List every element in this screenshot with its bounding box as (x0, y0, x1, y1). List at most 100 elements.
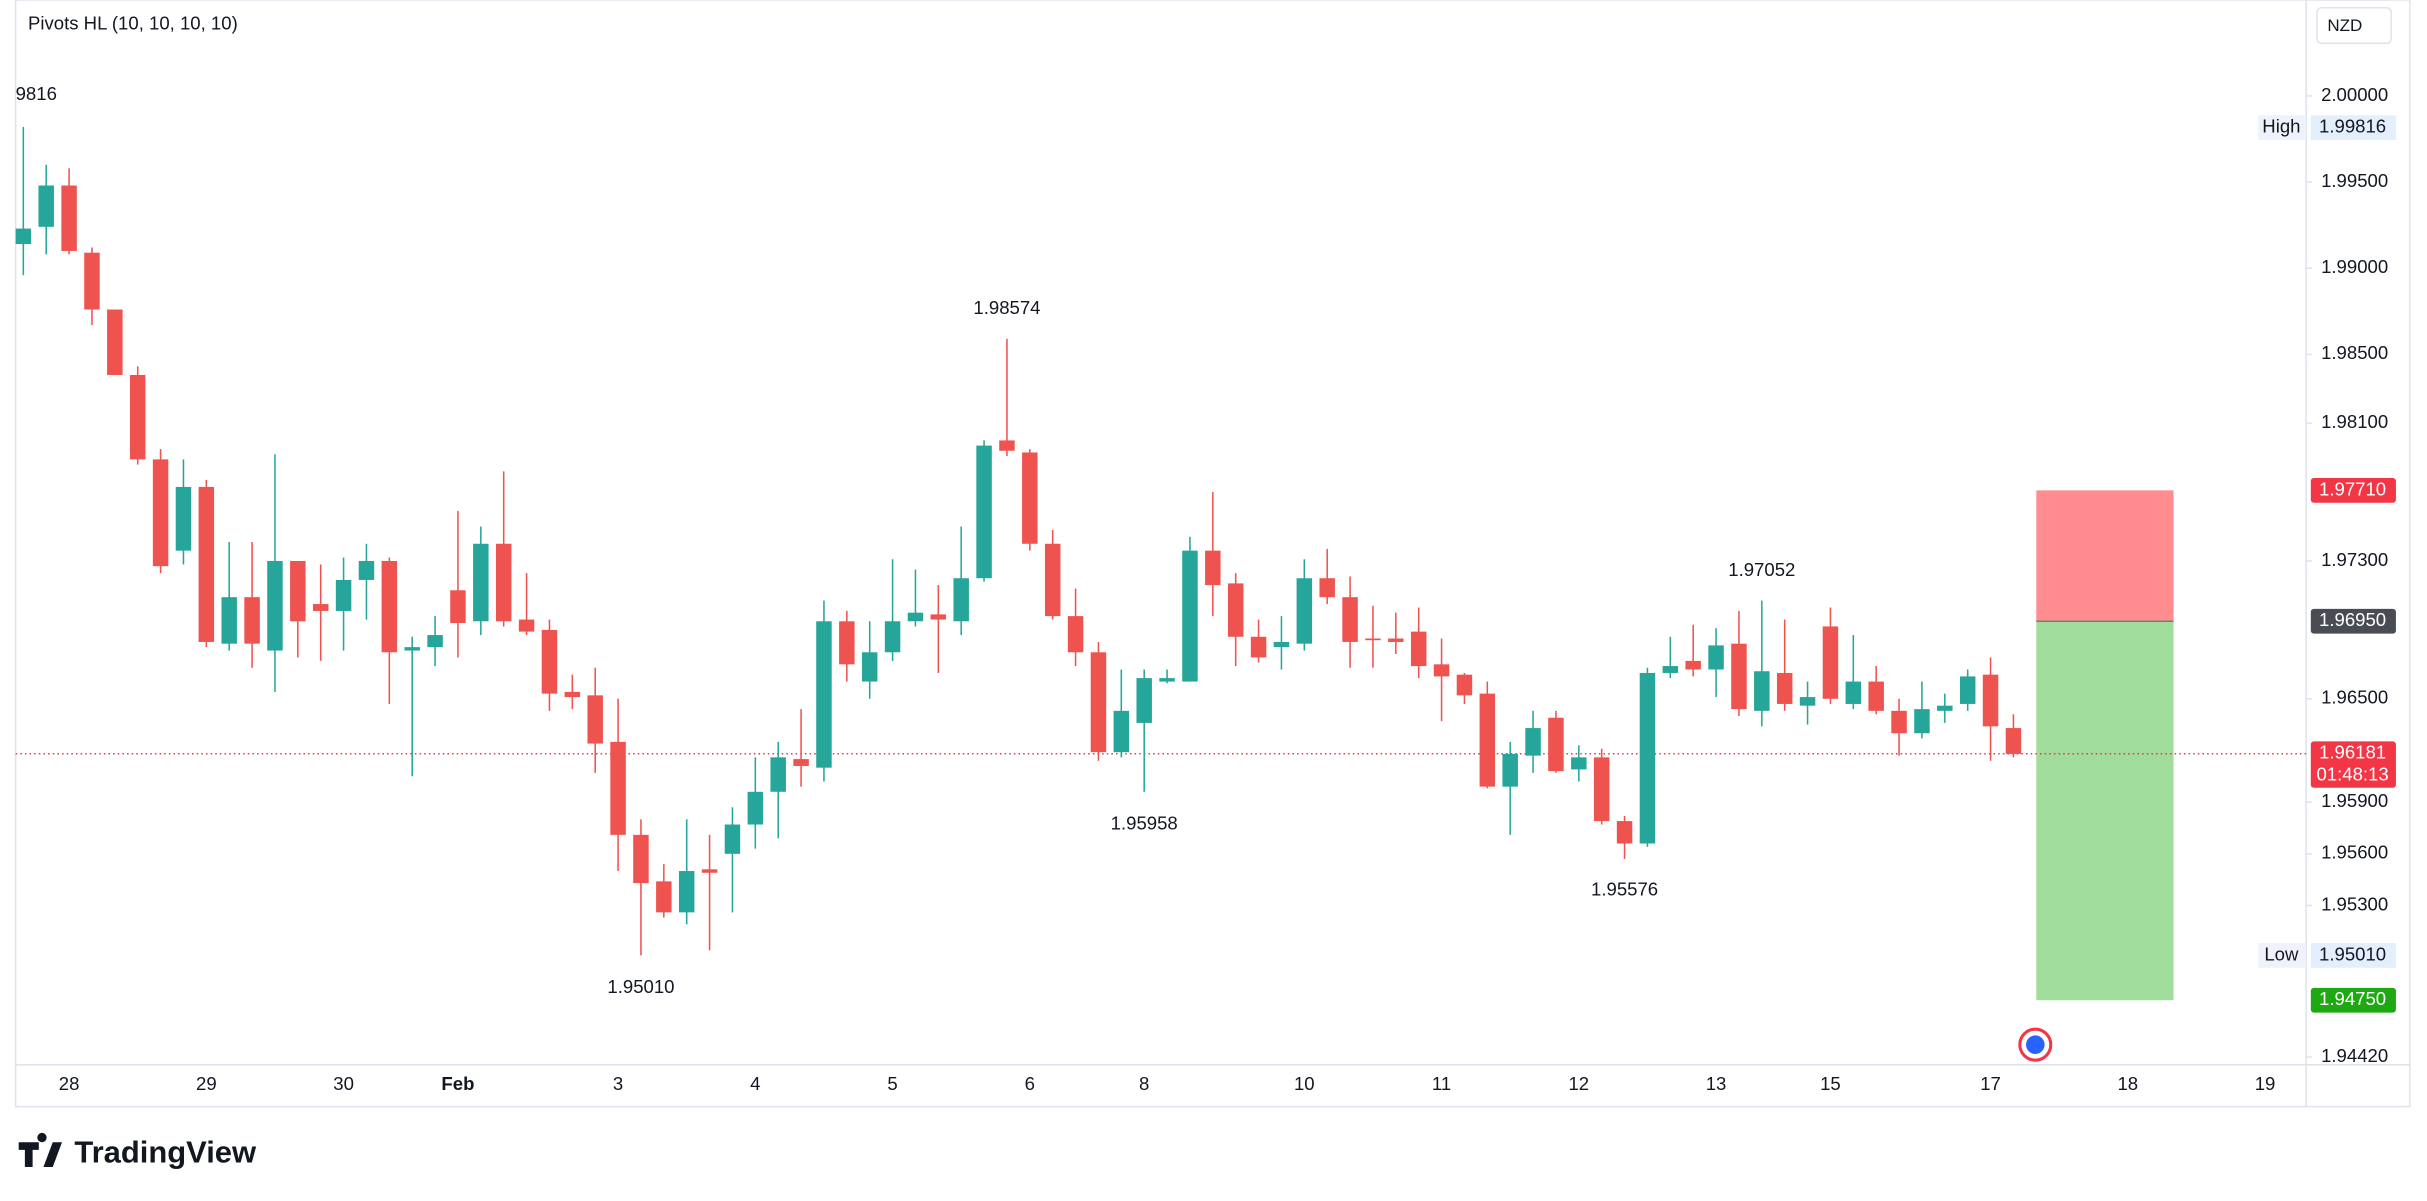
y-tick-label: 1.98500 (2321, 342, 2388, 363)
candle-body (1914, 709, 1930, 734)
candle-body (312, 604, 329, 611)
candle-body (678, 871, 695, 913)
candle-body (2005, 728, 2022, 754)
candle-body (1593, 757, 1610, 822)
candle-body (1205, 550, 1221, 586)
candle-body (244, 597, 260, 644)
countdown: 01:48:13 (2316, 763, 2388, 784)
entry-price-tag: 1.96950 (2319, 609, 2386, 630)
high-value-bg (2310, 115, 2396, 141)
candle-body (1685, 660, 1701, 670)
candle-body (1937, 705, 1953, 711)
axes: 28 29 30 Feb 3 4 5 6 8 10 11 12 13 15 17 18 19 2.00000 1.9… (59, 84, 2396, 1094)
candle-body (1227, 583, 1244, 637)
candle-body (1662, 666, 1679, 673)
y-tick-label: 1.99000 (2321, 256, 2388, 277)
low-value: 1.95010 (2319, 943, 2386, 964)
candle-body (1182, 550, 1198, 682)
x-tick-label: 8 (1139, 1073, 1149, 1094)
candle-body (1159, 678, 1175, 682)
candle-body (1776, 672, 1793, 704)
candle-body (129, 374, 146, 460)
candle-body (907, 612, 924, 622)
candle-body (1959, 676, 1976, 704)
candle-body (198, 486, 215, 642)
candle-body (633, 834, 649, 884)
logo-mark[interactable] (18, 1132, 63, 1167)
x-tick-label: 3 (613, 1073, 623, 1094)
candle-body (358, 560, 375, 580)
last-price-tag: 1.96181 (2319, 742, 2386, 763)
candle-body (976, 445, 992, 579)
candle-body (1433, 664, 1450, 677)
profit-zone (2036, 621, 2174, 1001)
loss-zone (2036, 490, 2174, 622)
high-value: 1.99816 (2319, 116, 2386, 137)
candle-body (1456, 674, 1473, 696)
pivot-label: 1.95010 (607, 976, 674, 997)
x-tick-label: 11 (1432, 1073, 1451, 1094)
plot-area: 1.99816 1.98574 1.95010 1.95958 1.97052 1.955… (15, 83, 2307, 1001)
x-tick-label: 19 (2255, 1073, 2276, 1094)
y-tick-label: 1.97300 (2321, 549, 2388, 570)
x-tick-label: 30 (333, 1073, 354, 1094)
candle-body (839, 621, 855, 665)
candle-body (152, 459, 169, 567)
low-name: Low (2264, 943, 2299, 964)
candle-body (175, 486, 192, 551)
candle-body (450, 590, 466, 624)
candle-body (1822, 626, 1839, 699)
candle-body (1502, 753, 1518, 787)
candle-body (1639, 672, 1656, 844)
event-dot[interactable] (2026, 1035, 2045, 1054)
candle-body (404, 647, 420, 651)
candle-body (1296, 578, 1313, 644)
x-tick-label: 10 (1294, 1073, 1315, 1094)
candle-body (1250, 636, 1267, 658)
candle-body (107, 309, 123, 375)
candle-body (793, 759, 809, 766)
candle-body (518, 619, 535, 632)
candle-body (656, 881, 672, 913)
entry-price-tag-bg (2310, 608, 2396, 634)
candle-body (1044, 543, 1061, 617)
candle-body (747, 791, 764, 825)
candle-body (564, 691, 581, 698)
stop-price-tag-bg (2310, 477, 2396, 503)
candle-body (1616, 821, 1633, 844)
brand-name[interactable]: TradingView (74, 1135, 257, 1170)
pivot-label: 1.97052 (1728, 559, 1795, 580)
candle-body (1708, 645, 1724, 670)
candle-body (1388, 638, 1404, 642)
x-tick-label: 29 (196, 1073, 217, 1094)
candle-body (1525, 728, 1541, 756)
candle-body (335, 579, 352, 611)
candle-body (427, 635, 443, 648)
currency-label[interactable]: NZD (2327, 16, 2362, 35)
candle-body (816, 621, 832, 768)
pivot-label: 1.95958 (1111, 813, 1178, 834)
candle-body (770, 757, 786, 792)
low-name-bg (2258, 943, 2307, 968)
candle-body (1136, 678, 1152, 723)
x-tick-label: 18 (2117, 1073, 2138, 1094)
x-tick-label: 13 (1706, 1073, 1727, 1094)
candle-body (84, 252, 100, 310)
brand-logo[interactable]: TradingView (18, 1132, 257, 1170)
candle-body (495, 543, 512, 622)
y-tick-label: 1.94420 (2321, 1045, 2388, 1066)
y-tick-label: 2.00000 (2321, 84, 2388, 105)
currency-box[interactable] (2316, 6, 2393, 45)
candle-body (1342, 597, 1358, 642)
x-tick-label: 15 (1820, 1073, 1841, 1094)
candle-body (1731, 643, 1747, 710)
candle-body (221, 597, 237, 644)
last-price-tag-bg (2310, 741, 2396, 788)
candle-body (953, 578, 969, 622)
candle-body (930, 614, 947, 620)
x-tick-label: 4 (750, 1073, 760, 1094)
candle-body (541, 629, 558, 694)
event-icon[interactable] (2018, 1027, 2053, 1062)
